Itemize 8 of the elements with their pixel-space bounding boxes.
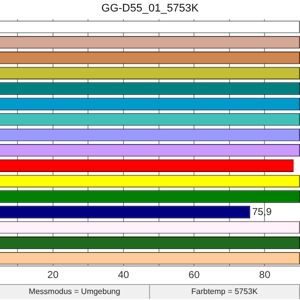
data-label: 75,9: [252, 206, 272, 218]
x-tick-label: 60: [188, 270, 200, 281]
x-tick-label: 80: [259, 270, 271, 281]
x-tick-label: 40: [118, 270, 130, 281]
text: Messmodus = Umgebung: [0, 285, 150, 299]
x-tick-label: 20: [47, 270, 59, 281]
chart-title: GG-D55_01_5753K: [101, 2, 200, 15]
text: Farbtemp = 5753K: [150, 285, 300, 299]
